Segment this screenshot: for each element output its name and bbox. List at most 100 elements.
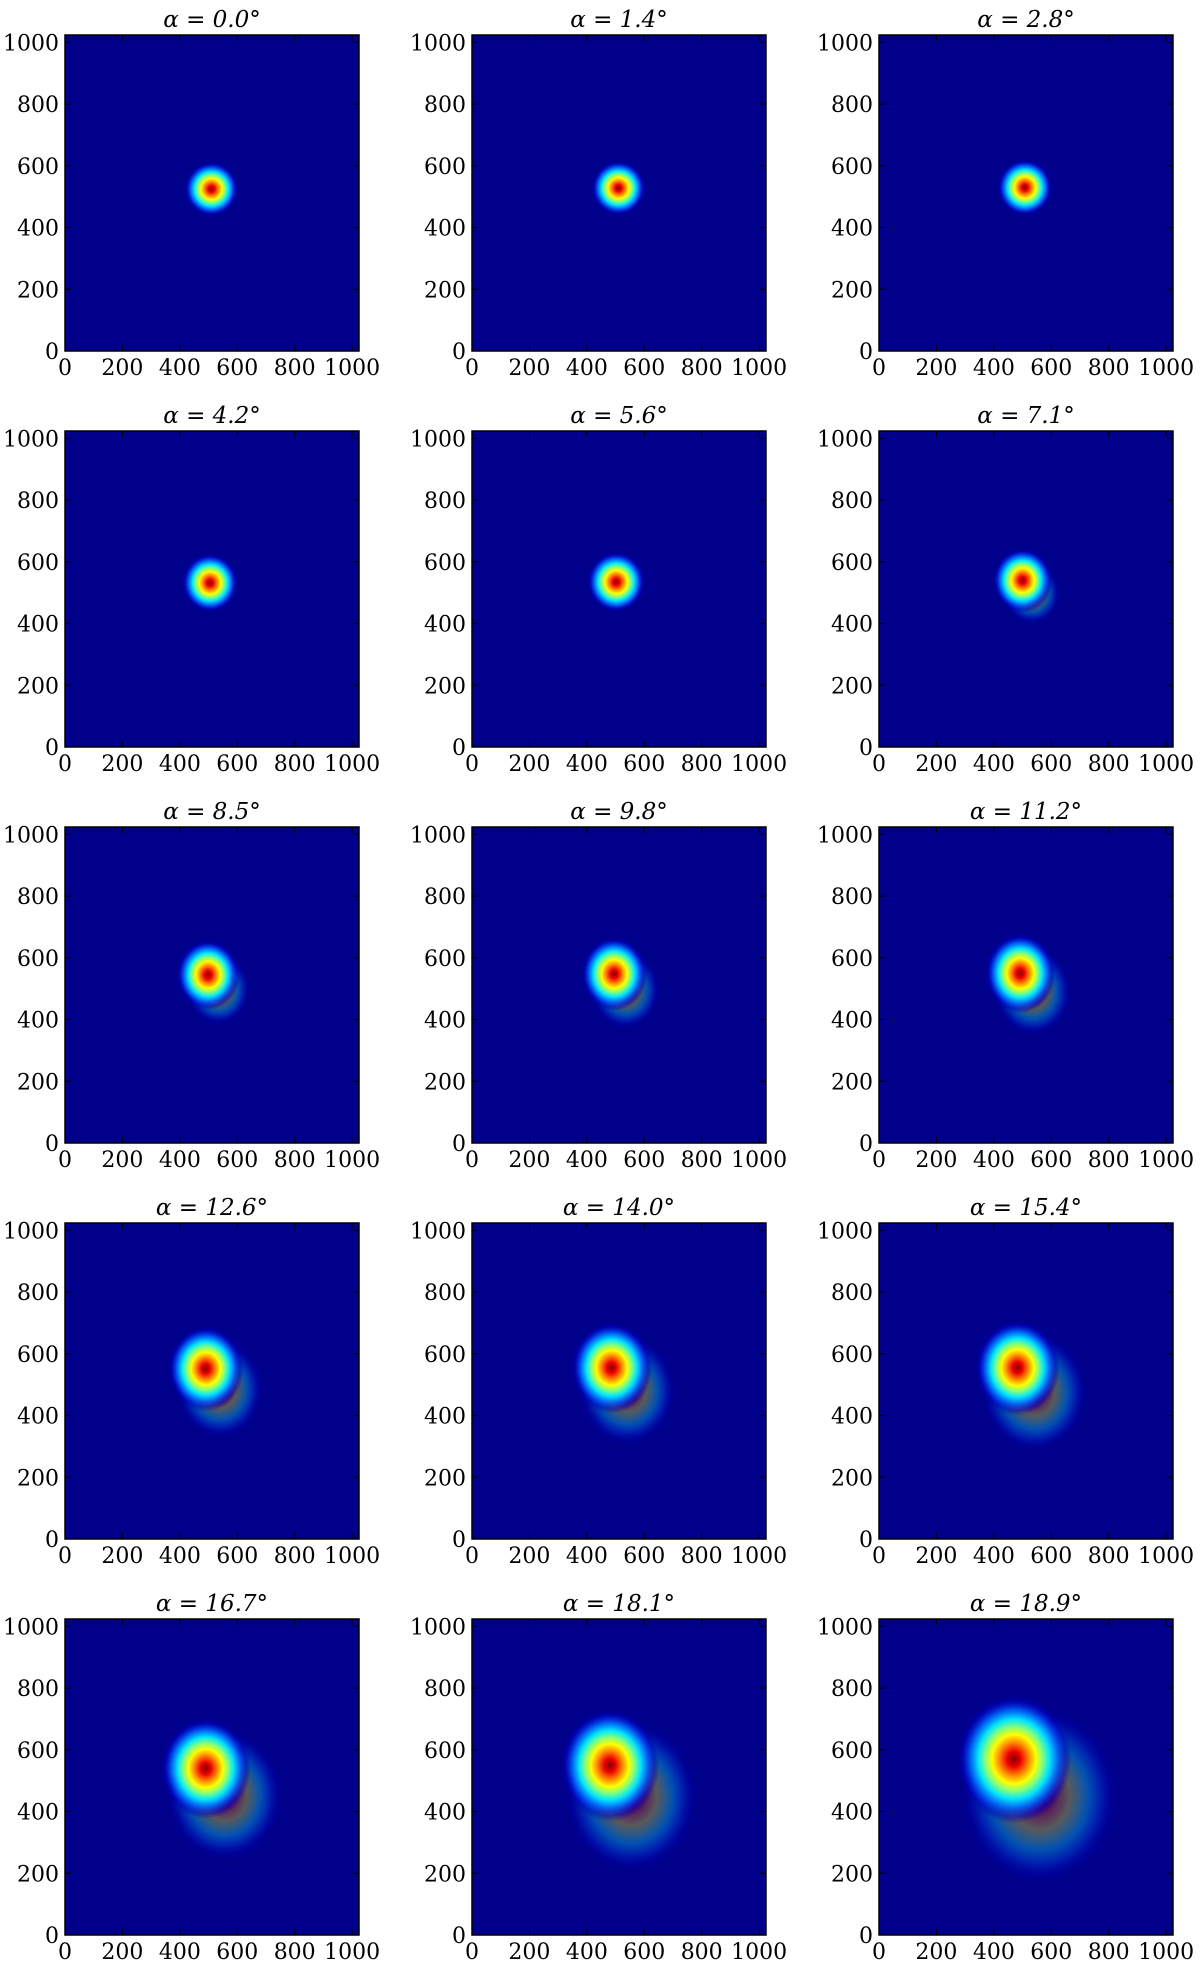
heatmap-peak [175, 939, 241, 1011]
y-tick-label: 1000 [3, 31, 59, 56]
x-tick-label: 0 [58, 1148, 72, 1173]
x-tick-label: 800 [1088, 356, 1130, 381]
y-tick-label: 600 [17, 1343, 59, 1368]
x-tick-label: 200 [101, 356, 143, 381]
x-tick-label: 400 [159, 1544, 201, 1569]
x-tick-label: 1000 [731, 1544, 787, 1569]
heatmap-panel: 0 200 400 600 800 1000 0 200 400 600 800 1000 α = 1.… [410, 7, 787, 381]
y-tick-label: 600 [424, 1739, 466, 1764]
y-tick-label: 0 [859, 1528, 873, 1553]
x-tick-label: 0 [872, 1148, 886, 1173]
y-tick-label: 1000 [817, 427, 873, 452]
y-tick-label: 800 [831, 1281, 873, 1306]
y-tick-label: 400 [424, 1801, 466, 1826]
heatmap-peak [590, 160, 647, 216]
x-tick-label: 400 [973, 356, 1015, 381]
x-tick-label: 600 [1030, 752, 1072, 777]
x-tick-label: 800 [681, 356, 723, 381]
plot-frame [471, 826, 767, 1144]
plot-frame [64, 826, 360, 1144]
x-tick-label: 1000 [1138, 1940, 1194, 1965]
x-tick-label: 800 [681, 1544, 723, 1569]
x-tick-label: 600 [623, 356, 665, 381]
x-tick-label: 0 [465, 356, 479, 381]
y-tick-label: 200 [424, 1862, 466, 1887]
heatmap-panel: 0 200 400 600 800 1000 0 200 400 600 800 1000 α = 15… [817, 1195, 1194, 1569]
x-tick-label: 800 [1088, 1544, 1130, 1569]
y-tick-label: 1000 [410, 427, 466, 452]
x-tick-label: 800 [274, 356, 316, 381]
y-tick-label: 1000 [817, 31, 873, 56]
x-tick-label: 0 [872, 356, 886, 381]
x-tick-label: 600 [1030, 1148, 1072, 1173]
x-tick-label: 400 [973, 752, 1015, 777]
y-tick-label: 800 [424, 1281, 466, 1306]
y-tick-label: 800 [424, 1677, 466, 1702]
y-tick-label: 400 [424, 1405, 466, 1430]
x-tick-label: 1000 [1138, 1544, 1194, 1569]
x-tick-label: 1000 [324, 356, 380, 381]
y-tick-label: 0 [859, 340, 873, 365]
y-tick-label: 600 [17, 155, 59, 180]
y-tick-label: 200 [424, 1070, 466, 1095]
panel-title: α = 1.4° [570, 7, 668, 33]
y-tick-label: 0 [859, 736, 873, 761]
x-tick-label: 400 [159, 1148, 201, 1173]
x-tick-label: 400 [566, 1148, 608, 1173]
y-tick-label: 600 [831, 1739, 873, 1764]
heatmap-peak [992, 547, 1053, 613]
y-tick-label: 600 [831, 947, 873, 972]
y-tick-label: 0 [452, 340, 466, 365]
x-tick-label: 1000 [1138, 356, 1194, 381]
y-tick-label: 400 [831, 1405, 873, 1430]
heatmap-peak [570, 1321, 653, 1414]
x-tick-label: 400 [159, 1940, 201, 1965]
x-tick-label: 600 [1030, 356, 1072, 381]
plot-frame [64, 34, 360, 352]
x-tick-label: 200 [508, 1940, 550, 1965]
x-tick-label: 1000 [731, 356, 787, 381]
y-tick-label: 0 [45, 736, 59, 761]
x-tick-label: 0 [872, 752, 886, 777]
x-tick-label: 0 [465, 752, 479, 777]
x-tick-label: 800 [274, 1940, 316, 1965]
heatmap-peak [996, 158, 1053, 217]
y-tick-label: 1000 [410, 1219, 466, 1244]
plot-frame [878, 1222, 1174, 1540]
y-tick-label: 400 [424, 217, 466, 242]
x-tick-label: 0 [58, 752, 72, 777]
x-tick-label: 400 [973, 1940, 1015, 1965]
x-tick-label: 200 [915, 356, 957, 381]
y-tick-label: 200 [424, 674, 466, 699]
y-tick-label: 600 [831, 551, 873, 576]
x-tick-label: 400 [159, 356, 201, 381]
x-tick-label: 0 [872, 1544, 886, 1569]
panel-title: α = 5.6° [570, 403, 668, 429]
y-tick-label: 800 [17, 1281, 59, 1306]
heatmap-panel: 0 200 400 600 800 1000 0 200 400 600 800 1000 α = 8.… [3, 799, 380, 1173]
y-tick-label: 200 [424, 1466, 466, 1491]
x-tick-label: 200 [101, 1940, 143, 1965]
x-tick-label: 600 [216, 1544, 258, 1569]
heatmap-peak [956, 1694, 1072, 1824]
plot-frame [878, 34, 1174, 352]
y-tick-label: 1000 [410, 31, 466, 56]
x-tick-label: 1000 [1138, 752, 1194, 777]
y-tick-label: 200 [831, 674, 873, 699]
y-tick-label: 800 [17, 885, 59, 910]
heatmap-panel: 0 200 400 600 800 1000 0 200 400 600 800 1000 α = 16… [3, 1591, 380, 1965]
y-tick-label: 400 [17, 1009, 59, 1034]
heatmap-peak [167, 1325, 244, 1412]
x-tick-label: 1000 [731, 1148, 787, 1173]
x-tick-label: 800 [681, 752, 723, 777]
x-tick-label: 0 [465, 1148, 479, 1173]
y-tick-label: 200 [831, 1070, 873, 1095]
panel-title: α = 18.9° [970, 1591, 1082, 1617]
x-tick-label: 0 [58, 356, 72, 381]
panel-title: α = 9.8° [570, 799, 668, 825]
y-tick-label: 400 [424, 1009, 466, 1034]
heatmap-peak [580, 936, 648, 1012]
y-tick-label: 400 [831, 217, 873, 242]
y-tick-label: 800 [831, 1677, 873, 1702]
x-tick-label: 600 [216, 356, 258, 381]
